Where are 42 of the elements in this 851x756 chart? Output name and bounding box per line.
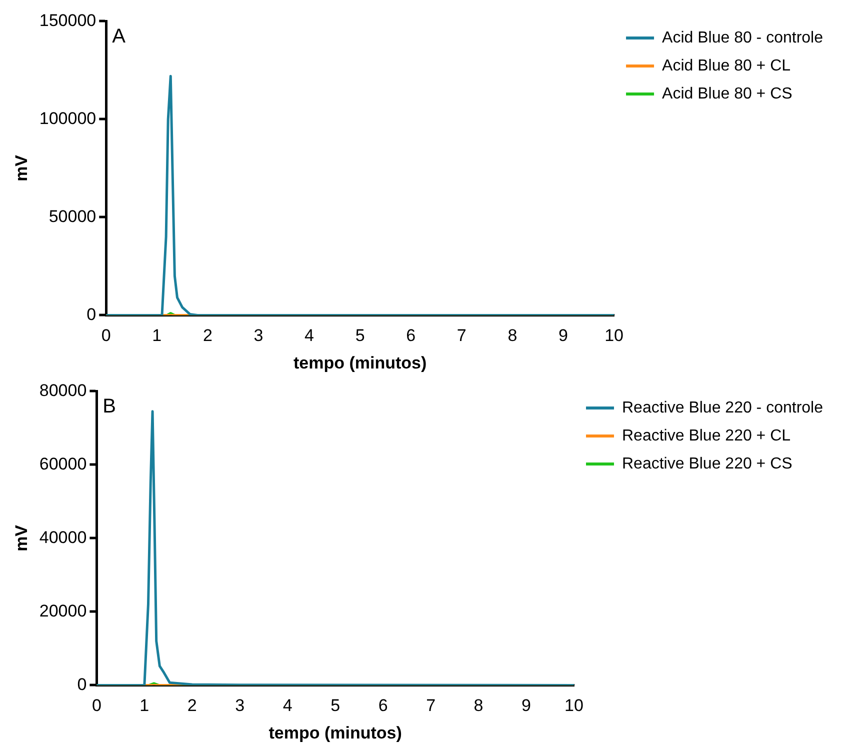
x-tick-label: 6: [406, 326, 416, 346]
legend-label: Acid Blue 80 + CS: [662, 85, 792, 102]
y-axis-title: mV: [12, 154, 31, 182]
legend-label: Reactive Blue 220 + CL: [622, 427, 791, 444]
x-tick-label: 9: [558, 326, 568, 346]
x-tick-label: 5: [330, 696, 340, 716]
x-tick-label: 2: [187, 696, 197, 716]
y-tick-label: 0: [77, 674, 87, 694]
legend-label: Acid Blue 80 + CL: [662, 57, 791, 74]
x-tick-label: 10: [564, 696, 584, 716]
annotation: A: [112, 26, 126, 48]
annotation: B: [102, 396, 116, 418]
y-tick-label: 100000: [39, 108, 96, 128]
y-tick-label: 50000: [48, 206, 96, 226]
x-tick-label: 6: [378, 696, 388, 716]
x-tick-label: 2: [202, 326, 212, 346]
x-tick-label: 5: [355, 326, 365, 346]
x-tick-label: 4: [304, 326, 314, 346]
x-tick-label: 8: [508, 326, 518, 346]
x-tick-label: 7: [426, 696, 436, 716]
x-tick-label: 9: [522, 696, 531, 716]
y-tick-label: 150000: [39, 10, 96, 30]
y-axis-title: mV: [12, 524, 31, 552]
x-tick-label: 1: [152, 326, 162, 346]
x-tick-label: 8: [474, 696, 484, 716]
legend-label: Reactive Blue 220 + CS: [622, 455, 792, 472]
x-tick-label: 1: [140, 696, 150, 716]
y-tick-label: 80000: [39, 380, 87, 400]
x-tick-label: 3: [254, 326, 264, 346]
legend-label: Acid Blue 80 - controle: [662, 29, 824, 46]
y-tick-label: 40000: [39, 528, 87, 547]
x-tick-label: 10: [604, 326, 624, 346]
y-tick-label: 20000: [39, 601, 87, 620]
x-tick-label: 7: [456, 326, 466, 346]
legend-label: Reactive Blue 220 - controle: [622, 399, 824, 416]
y-tick-label: 60000: [39, 454, 87, 474]
x-tick-label: 4: [282, 696, 292, 716]
x-axis-title: tempo (minutos): [268, 723, 402, 742]
x-tick-label: 3: [235, 696, 245, 716]
x-axis-title: tempo (minutos): [293, 353, 427, 372]
x-tick-label: 0: [101, 326, 111, 346]
y-tick-label: 0: [86, 304, 96, 324]
